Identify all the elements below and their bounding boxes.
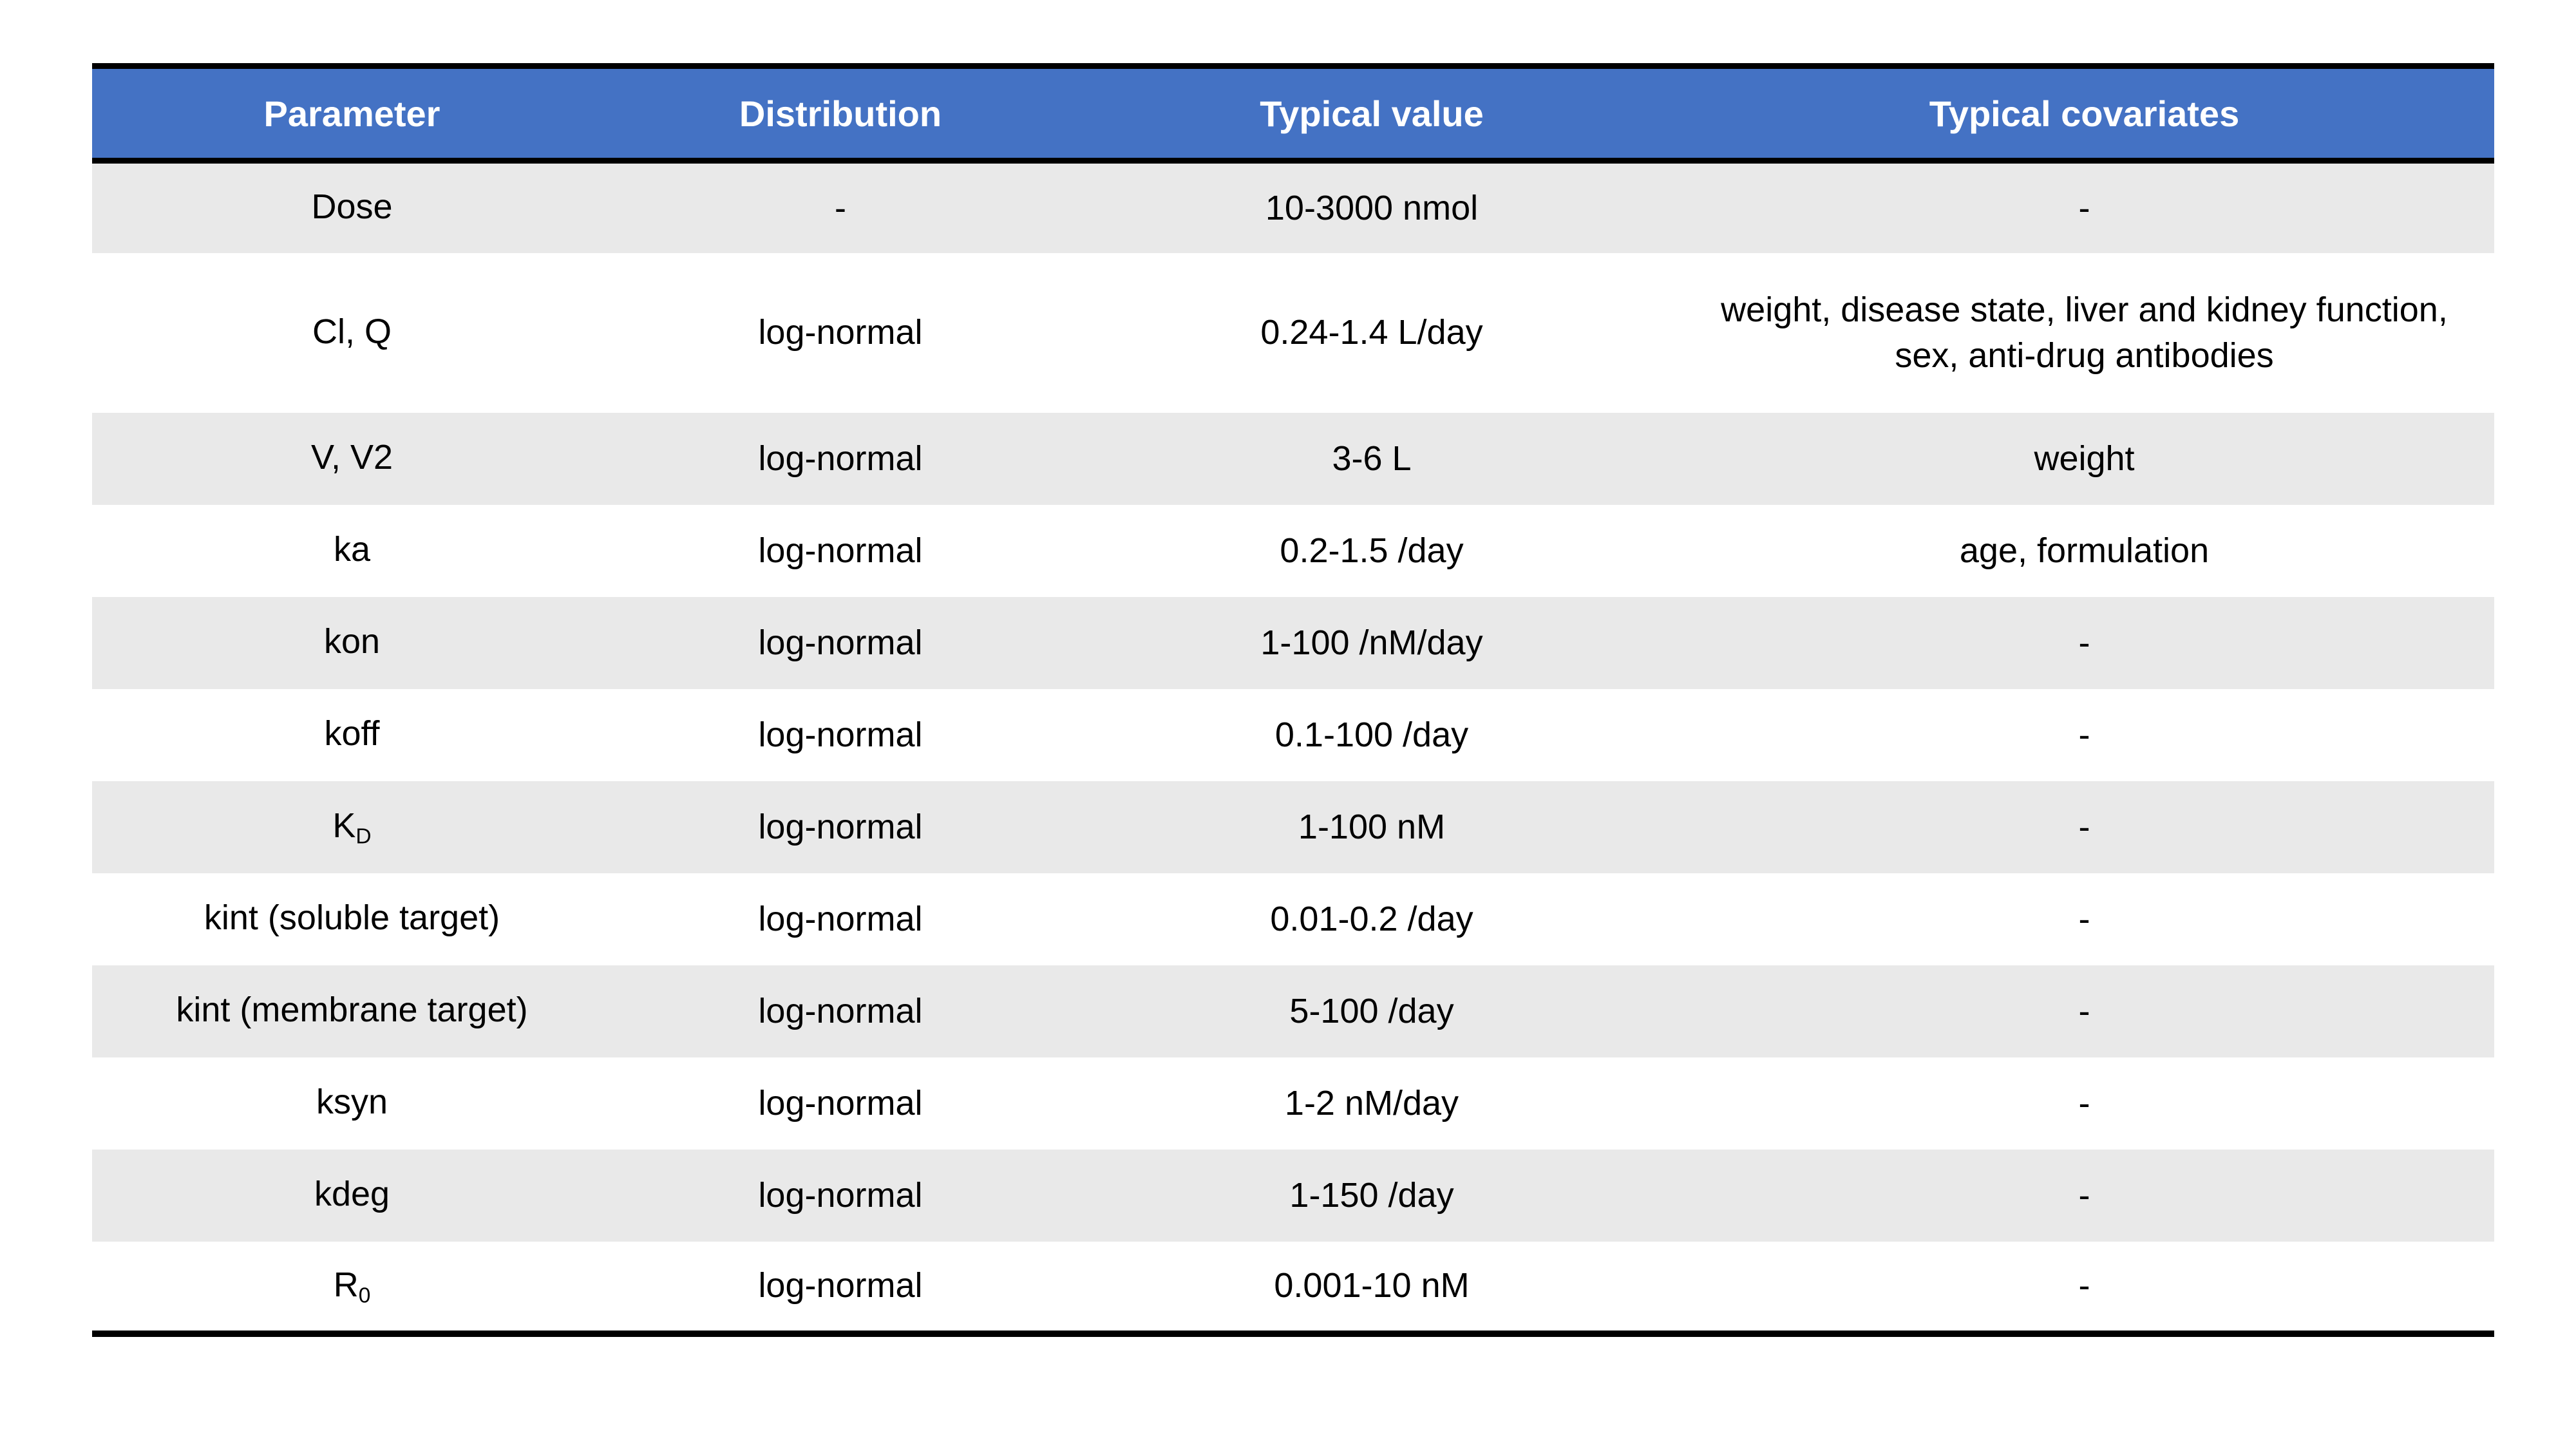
param-cell: ka — [92, 504, 612, 597]
table-row-cl-q: Cl, Q log-normal 0.24-1.4 L/day weight, … — [92, 252, 2494, 413]
covariates-cell: - — [1674, 965, 2494, 1057]
distribution-cell: - — [612, 160, 1069, 253]
typical-value-cell: 0.24-1.4 L/day — [1069, 252, 1674, 413]
covariates-cell: - — [1674, 1057, 2494, 1150]
param-cell: R0 — [92, 1241, 612, 1337]
param-cell: kint (soluble target) — [92, 873, 612, 965]
param-cell: koff — [92, 688, 612, 781]
typical-value-cell: 0.1-100 /day — [1069, 688, 1674, 781]
param-cell: kint (membrane target) — [92, 965, 612, 1057]
typical-value-cell: 5-100 /day — [1069, 965, 1674, 1057]
covariates-cell: - — [1674, 1241, 2494, 1337]
header-typical-covariates: Typical covariates — [1674, 63, 2494, 164]
distribution-cell: log-normal — [612, 688, 1069, 781]
param-cell: KD — [92, 781, 612, 873]
param-cell: kon — [92, 596, 612, 689]
param-text: ksyn — [316, 1083, 388, 1122]
param-text: kon — [323, 622, 381, 661]
table-row-kint-soluble: kint (soluble target) log-normal 0.01-0.… — [92, 873, 2494, 965]
table-row-v-v2: V, V2 log-normal 3-6 L weight — [92, 412, 2494, 505]
header-parameter: Parameter — [92, 63, 612, 164]
covariates-cell: - — [1674, 1149, 2494, 1242]
distribution-cell: log-normal — [612, 1241, 1069, 1337]
distribution-cell: log-normal — [612, 965, 1069, 1057]
table-row-ka: ka log-normal 0.2-1.5 /day age, formulat… — [92, 504, 2494, 597]
param-text: Cl, Q — [312, 312, 392, 351]
param-text: ka — [333, 530, 371, 569]
distribution-cell: log-normal — [612, 1149, 1069, 1242]
typical-value-cell: 1-150 /day — [1069, 1149, 1674, 1242]
header-row: Parameter Distribution Typical value Typ… — [92, 63, 2494, 164]
parameter-table: Parameter Distribution Typical value Typ… — [92, 63, 2494, 1337]
param-text: kdeg — [314, 1175, 390, 1214]
param-text: Dose — [311, 187, 393, 227]
table-row-dose: Dose - 10-3000 nmol - — [92, 160, 2494, 253]
typical-value-cell: 0.001-10 nM — [1069, 1241, 1674, 1337]
covariates-cell: weight, disease state, liver and kidney … — [1674, 252, 2494, 413]
distribution-cell: log-normal — [612, 596, 1069, 689]
param-text: kint (membrane target) — [176, 990, 528, 1030]
param-cell: Cl, Q — [92, 252, 612, 413]
table-row-kd: KD log-normal 1-100 nM - — [92, 781, 2494, 873]
covariates-cell: - — [1674, 873, 2494, 965]
typical-value-cell: 0.2-1.5 /day — [1069, 504, 1674, 597]
param-text: R — [333, 1265, 359, 1304]
typical-value-cell: 3-6 L — [1069, 412, 1674, 505]
param-text: koff — [324, 714, 380, 753]
distribution-cell: log-normal — [612, 1057, 1069, 1150]
param-cell: ksyn — [92, 1057, 612, 1150]
distribution-cell: log-normal — [612, 504, 1069, 597]
covariates-cell: weight — [1674, 412, 2494, 505]
covariates-cell: - — [1674, 160, 2494, 253]
covariates-cell: - — [1674, 596, 2494, 689]
param-text: K — [332, 806, 356, 846]
typical-value-cell: 0.01-0.2 /day — [1069, 873, 1674, 965]
param-cell: Dose — [92, 160, 612, 253]
distribution-cell: log-normal — [612, 252, 1069, 413]
covariates-cell: - — [1674, 688, 2494, 781]
table-row-r0: R0 log-normal 0.001-10 nM - — [92, 1241, 2494, 1337]
distribution-cell: log-normal — [612, 781, 1069, 873]
typical-value-cell: 1-2 nM/day — [1069, 1057, 1674, 1150]
distribution-cell: log-normal — [612, 873, 1069, 965]
param-text: V, V2 — [310, 438, 393, 477]
table-row-koff: koff log-normal 0.1-100 /day - — [92, 688, 2494, 781]
param-cell: V, V2 — [92, 412, 612, 505]
param-subscript: 0 — [358, 1283, 371, 1307]
typical-value-cell: 1-100 /nM/day — [1069, 596, 1674, 689]
table-row-kint-membrane: kint (membrane target) log-normal 5-100 … — [92, 965, 2494, 1057]
param-text: kint (soluble target) — [204, 898, 500, 938]
table-row-ksyn: ksyn log-normal 1-2 nM/day - — [92, 1057, 2494, 1150]
table-row-kon: kon log-normal 1-100 /nM/day - — [92, 596, 2494, 689]
covariates-cell: - — [1674, 781, 2494, 873]
param-subscript: D — [355, 824, 372, 849]
typical-value-cell: 10-3000 nmol — [1069, 160, 1674, 253]
distribution-cell: log-normal — [612, 412, 1069, 505]
param-cell: kdeg — [92, 1149, 612, 1242]
typical-value-cell: 1-100 nM — [1069, 781, 1674, 873]
covariates-cell: age, formulation — [1674, 504, 2494, 597]
header-distribution: Distribution — [612, 63, 1069, 164]
table-row-kdeg: kdeg log-normal 1-150 /day - — [92, 1149, 2494, 1242]
header-typical-value: Typical value — [1069, 63, 1674, 164]
